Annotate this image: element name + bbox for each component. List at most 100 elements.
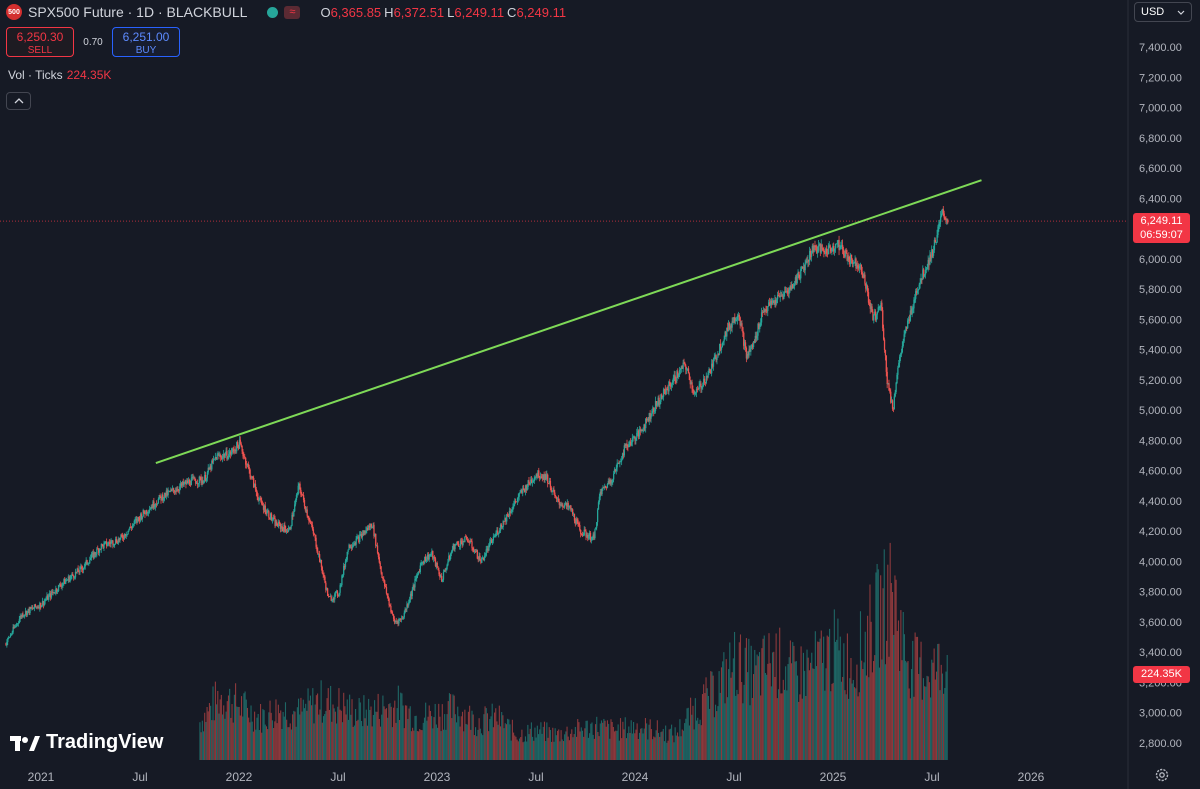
candle-body [773, 300, 775, 305]
volume-bar [738, 642, 740, 760]
candle-body [581, 534, 584, 536]
candle-body [866, 285, 868, 289]
volume-bar [491, 703, 493, 760]
candle-body [823, 249, 825, 253]
volume-bar [763, 635, 765, 760]
volume-bar [875, 572, 877, 760]
volume-bar [814, 631, 816, 760]
y-tick-label: 2,800.00 [1139, 738, 1182, 750]
candle-body [918, 284, 920, 290]
candle-body [139, 517, 141, 521]
candle-body [6, 642, 8, 646]
volume-bar [416, 731, 418, 760]
volume-bar [585, 720, 587, 760]
buy-button[interactable]: 6,251.00 BUY [112, 27, 180, 57]
volume-bar [668, 729, 670, 760]
candle-body [533, 477, 536, 482]
currency-selector[interactable]: USD [1134, 2, 1192, 22]
volume-bar [705, 677, 707, 760]
candle-body [813, 246, 815, 253]
volume-bar [736, 689, 738, 760]
symbol-title[interactable]: SPX500 Future · 1D · BLACKBULL [28, 4, 248, 20]
candle-body [265, 513, 267, 515]
candle-body [403, 612, 405, 618]
volume-bar [460, 716, 462, 760]
volume-bar [764, 672, 766, 760]
candle-body [780, 295, 782, 297]
x-tick-label: 2026 [1018, 770, 1045, 784]
candle-body [303, 499, 306, 507]
candle-body [160, 496, 162, 501]
volume-bar [672, 735, 674, 760]
symbol-logo-icon[interactable]: 500 [6, 4, 22, 20]
volume-bar [201, 720, 203, 760]
volume-bar [693, 729, 695, 760]
candle-body [301, 494, 303, 496]
volume-bar [757, 656, 759, 760]
candle-body [849, 259, 851, 265]
candle-body [830, 248, 832, 252]
volume-bar [631, 733, 633, 760]
candle-body [105, 541, 107, 543]
candle-body [737, 314, 740, 316]
volume-bar [783, 689, 785, 760]
volume-bar [877, 569, 879, 760]
candle-body [620, 461, 622, 462]
candle-body [886, 371, 888, 385]
volume-bar [604, 720, 606, 760]
candle-body [562, 504, 564, 507]
candle-body [734, 317, 736, 322]
candle-body [66, 579, 69, 581]
candle-body [926, 267, 928, 270]
candle-body [268, 511, 270, 518]
volume-bar [830, 691, 832, 760]
candle-body [584, 529, 586, 532]
volume-bar [735, 695, 737, 760]
volume-bar [441, 704, 443, 760]
candle-body [296, 494, 299, 496]
candle-body [561, 504, 563, 506]
x-tick-label: 2023 [424, 770, 451, 784]
volume-bar [389, 703, 391, 760]
candle-body [171, 489, 173, 491]
low-label: L [447, 4, 455, 20]
candle-body [156, 503, 159, 505]
candle-body [920, 278, 922, 283]
y-tick-label: 4,200.00 [1139, 526, 1182, 538]
candle-body [334, 593, 336, 600]
candle-body [279, 523, 282, 529]
candle-body [375, 533, 377, 546]
candle-body [462, 541, 464, 546]
candle-body [398, 619, 400, 624]
candle-body [351, 547, 353, 549]
tradingview-logo[interactable]: TradingView [10, 731, 163, 754]
candle-body [205, 478, 208, 481]
collapse-legend-button[interactable] [6, 92, 31, 110]
candle-body [146, 510, 148, 514]
candle-body [263, 505, 266, 510]
candle-body [111, 540, 113, 542]
x-tick-label: 2025 [820, 770, 847, 784]
volume-bar [293, 710, 295, 760]
volume-bar [836, 639, 838, 760]
volume-legend[interactable]: Vol · Ticks 224.35K [8, 68, 111, 82]
candle-body [613, 473, 615, 480]
candle-body [683, 362, 685, 364]
candle-body [664, 389, 666, 394]
sell-button[interactable]: 6,250.30 SELL [6, 27, 74, 57]
candle-body [694, 393, 696, 395]
candle-body [828, 245, 830, 247]
volume-bar [570, 733, 572, 760]
gear-icon[interactable] [1154, 767, 1170, 783]
volume-bar [265, 726, 268, 760]
volume-bar [842, 676, 844, 760]
candle-body [116, 542, 119, 544]
wave-icon[interactable]: ≈ [284, 5, 301, 19]
candle-body [232, 448, 234, 450]
volume-bar [680, 736, 682, 760]
volume-bar [479, 728, 481, 760]
volume-bar [775, 633, 777, 760]
candle-body [559, 504, 561, 506]
candle-body [359, 533, 362, 535]
